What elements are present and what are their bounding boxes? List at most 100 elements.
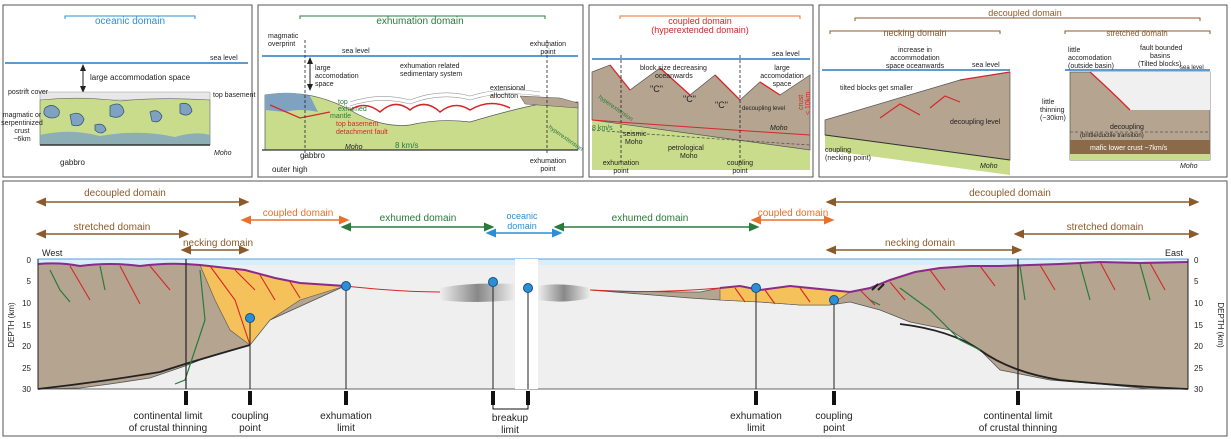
- detachment-fault: [269, 104, 331, 119]
- point2-label-2: point: [540, 166, 555, 173]
- necking-crust: [824, 71, 1011, 161]
- fault-label-1: fault bounded: [1140, 45, 1183, 52]
- petrological-moho: [591, 119, 811, 136]
- little-label-3: (outside basin): [1068, 63, 1114, 70]
- moho-label: Moho: [980, 163, 998, 170]
- seawater: [38, 259, 1188, 265]
- domain-bracket: [299, 15, 546, 19]
- crust-label-2: < 10km: [805, 92, 812, 115]
- depth-tick-0: 0: [27, 256, 32, 265]
- label-oceanic-2: domain: [507, 221, 537, 231]
- label-necking-right: necking domain: [885, 238, 955, 249]
- panel-title-2: (hyperextended domain): [651, 25, 749, 35]
- cont-right-label-2: of crustal thinning: [979, 423, 1057, 434]
- depth-axis-label: DEPTH (km): [1216, 302, 1225, 348]
- domain-bracket: [619, 15, 801, 19]
- c-marker-2: "C": [683, 94, 696, 104]
- c-marker-1: "C": [650, 84, 663, 94]
- panel-frame: [2, 4, 253, 178]
- panel-exhumation: exhumation domain sea level magmatic ove…: [257, 4, 584, 178]
- moho-right: [899, 323, 1189, 390]
- necking-fault-main: [959, 71, 1011, 81]
- little-label-1: little: [1068, 47, 1081, 54]
- label-stretched-left: stretched domain: [74, 222, 151, 233]
- moho-left: [37, 344, 251, 390]
- sea-level-label: sea level: [210, 55, 238, 62]
- breakup-gap: [515, 259, 538, 389]
- fault-label-3: (Tilted blocks): [1138, 61, 1181, 68]
- crust-label-1: magmatic or: [3, 112, 42, 119]
- exhum-left-label-1: exhumation: [320, 411, 372, 422]
- moho-label: Moho: [770, 125, 788, 132]
- domain-brackets: decoupled domain stretched domain couple…: [35, 188, 1200, 255]
- oceanic-crust-left: [440, 283, 515, 302]
- exhumed-mantle: [264, 93, 579, 151]
- depth-tick-25: 25: [1194, 364, 1203, 373]
- sed-label-2: sedimentary system: [400, 71, 462, 78]
- coupling-point-marker-right: [829, 295, 839, 305]
- depth-axis-right: 0 5 10 15 20 25 30 DEPTH (km): [1187, 256, 1225, 394]
- postrift-label: postrift cover: [8, 89, 49, 96]
- panel-decoupled: decoupled domain necking domain stretche…: [818, 4, 1228, 178]
- west-label: West: [42, 248, 63, 258]
- depth-tick-15: 15: [22, 321, 31, 330]
- label-stretched-right: stretched domain: [1067, 222, 1144, 233]
- moho2-label: Moho: [1180, 163, 1198, 170]
- seismic-label-1: seismic: [623, 131, 647, 138]
- decoupling-label: decoupling level: [742, 106, 785, 112]
- cross-section: decoupled domain stretched domain couple…: [2, 180, 1228, 437]
- depth-tick-10: 10: [1194, 299, 1203, 308]
- coupling-right-label-2: point: [823, 423, 845, 434]
- gabbro-label: gabbro: [300, 151, 325, 160]
- gabbro-base: [40, 131, 210, 145]
- seismic-label-2: Moho: [625, 139, 643, 146]
- thin-label-2: thinning: [1040, 107, 1065, 114]
- breakup-marker-right: [523, 283, 533, 293]
- green-faults-right: [869, 263, 1151, 351]
- tick-bar: [184, 391, 188, 405]
- expoint-label-2: point: [613, 168, 628, 175]
- necking-bracket: [829, 30, 1001, 34]
- breakup-label-2: limit: [501, 425, 519, 436]
- moho-label: Moho: [214, 150, 232, 157]
- increase-label-3: space oceanwards: [886, 63, 945, 70]
- tick-bar: [248, 391, 252, 405]
- sea-level-label: sea level: [972, 62, 1000, 69]
- thin-label-1: little: [1042, 99, 1055, 106]
- mafic-lower-crust: [1070, 140, 1210, 154]
- label-exhumed-left: exhumed domain: [380, 213, 457, 224]
- accom-label-2: accomodation: [315, 73, 359, 80]
- oceanic-crust-right: [538, 284, 590, 302]
- detach-label-2: detachment fault: [336, 129, 388, 136]
- blocks-label-1: block size decreasing: [640, 65, 707, 72]
- coupling-left-label-2: point: [239, 423, 261, 434]
- top-basement-right: [719, 260, 1189, 294]
- tick-bar: [754, 391, 758, 405]
- top-basement-label-1: top basement: [213, 92, 255, 99]
- depth-tick-20: 20: [22, 342, 31, 351]
- depth-axis-left: 0 5 10 15 20 25 30 DEPTH (km): [7, 256, 39, 394]
- coupling-right-label-1: coupling: [815, 411, 852, 422]
- dec2-label-2: (brittle/ductile transition): [1080, 133, 1144, 139]
- necking-faults: [879, 95, 961, 119]
- panel-oceanic: oceanic domain sea level large accommoda…: [1, 4, 255, 178]
- label-decoupled-left: decoupled domain: [84, 188, 166, 199]
- basin-fault: [1089, 71, 1131, 111]
- thin-label-3: (~30km): [1040, 115, 1066, 122]
- panel-title-1: coupled domain: [668, 16, 732, 26]
- label-coupled-left: coupled domain: [263, 208, 334, 219]
- label-coupled-right: coupled domain: [758, 208, 829, 219]
- dec2-label-1: decoupling: [1110, 124, 1144, 131]
- depth-tick-5: 5: [1194, 277, 1199, 286]
- label-necking-left: necking domain: [183, 238, 253, 249]
- tick-bar: [1016, 391, 1020, 405]
- tick-bar: [832, 391, 836, 405]
- tick-bar: [491, 391, 495, 405]
- increase-label-2: accommodation: [890, 55, 940, 62]
- c-marker-3: "C": [715, 100, 728, 110]
- outer-high-label: outer high: [272, 165, 308, 174]
- fault-lines: [609, 64, 781, 101]
- depth-tick-5: 5: [27, 277, 32, 286]
- accommodation-label: large accommodation space: [90, 73, 191, 82]
- label-exhumed-right: exhumed domain: [612, 213, 689, 224]
